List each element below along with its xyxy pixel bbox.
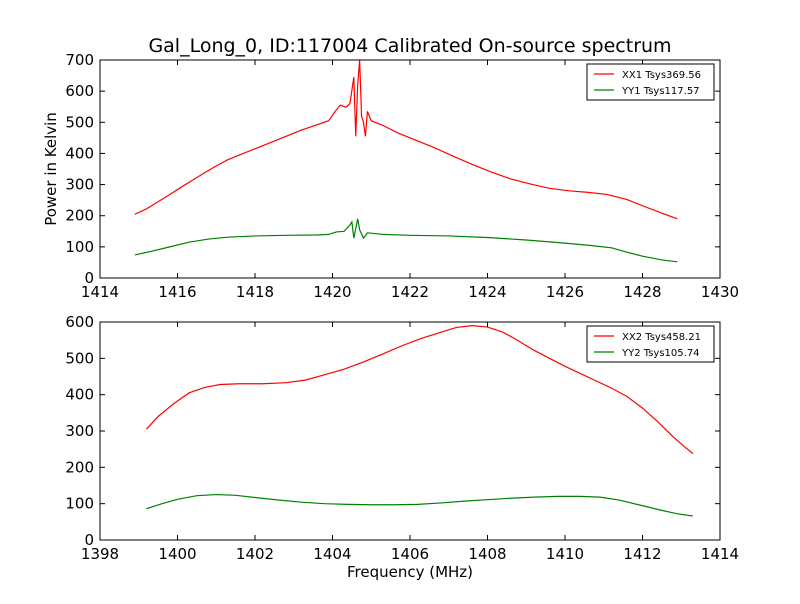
x-tick-label: 1410: [546, 545, 584, 563]
y-tick-label: 600: [65, 82, 94, 100]
chart-title: Gal_Long_0, ID:117004 Calibrated On-sour…: [148, 35, 671, 57]
series-line-xx: [134, 60, 678, 220]
y-tick-label: 200: [65, 207, 94, 225]
top-panel: Gal_Long_0, ID:117004 Calibrated On-sour…: [42, 35, 739, 301]
x-tick-label: 1420: [313, 283, 351, 301]
legend: XX1 Tsys369.56 YY1 Tsys117.57: [586, 63, 715, 101]
x-axis-label: Frequency (MHz): [347, 563, 473, 581]
x-tick-label: 1406: [391, 545, 429, 563]
x-tick-label: 1424: [468, 283, 506, 301]
legend-entry: YY1 Tsys117.57: [621, 86, 700, 97]
x-tick-label: 1400: [158, 545, 196, 563]
legend-entry: YY2 Tsys105.74: [621, 348, 700, 359]
y-tick-label: 100: [65, 238, 94, 256]
x-tick-label: 1426: [546, 283, 584, 301]
x-tick-label: 1404: [313, 545, 351, 563]
x-tick-label: 1412: [623, 545, 661, 563]
y-tick-label: 300: [65, 176, 94, 194]
series-line-yy: [146, 493, 693, 517]
y-tick-label: 100: [65, 495, 94, 513]
x-tick-label: 1430: [701, 283, 739, 301]
x-tick-label: 1416: [158, 283, 196, 301]
x-tick-label: 1398: [81, 545, 119, 563]
y-tick-label: 200: [65, 458, 94, 476]
y-tick-label: 700: [65, 51, 94, 69]
y-tick-label: 400: [65, 144, 94, 162]
legend-box: [586, 63, 715, 101]
bottom-panel: Frequency (MHz) 1398 1400 1402 1404 1406 1408…: [65, 313, 739, 581]
legend: XX2 Tsys458.21 YY2 Tsys105.74: [586, 325, 715, 363]
x-tick-label: 1422: [391, 283, 429, 301]
y-tick-label: 300: [65, 422, 94, 440]
x-tick-label: 1402: [236, 545, 274, 563]
x-tick-label: 1414: [701, 545, 739, 563]
y-tick-label: 500: [65, 113, 94, 131]
y-tick-label: 600: [65, 313, 94, 331]
series-line-yy: [134, 218, 678, 263]
x-tick-label: 1418: [236, 283, 274, 301]
legend-box: [586, 325, 715, 363]
x-tick-label: 1414: [81, 283, 119, 301]
x-tick-label: 1428: [623, 283, 661, 301]
y-tick-label: 500: [65, 349, 94, 367]
y-tick-label: 400: [65, 386, 94, 404]
y-tick-label: 0: [84, 269, 94, 287]
legend-entry: XX2 Tsys458.21: [622, 332, 701, 343]
legend-entry: XX1 Tsys369.56: [622, 70, 701, 81]
x-tick-label: 1408: [468, 545, 506, 563]
y-axis-label: Power in Kelvin: [42, 112, 60, 226]
series-line-xx: [146, 325, 694, 454]
y-tick-label: 0: [84, 531, 94, 549]
